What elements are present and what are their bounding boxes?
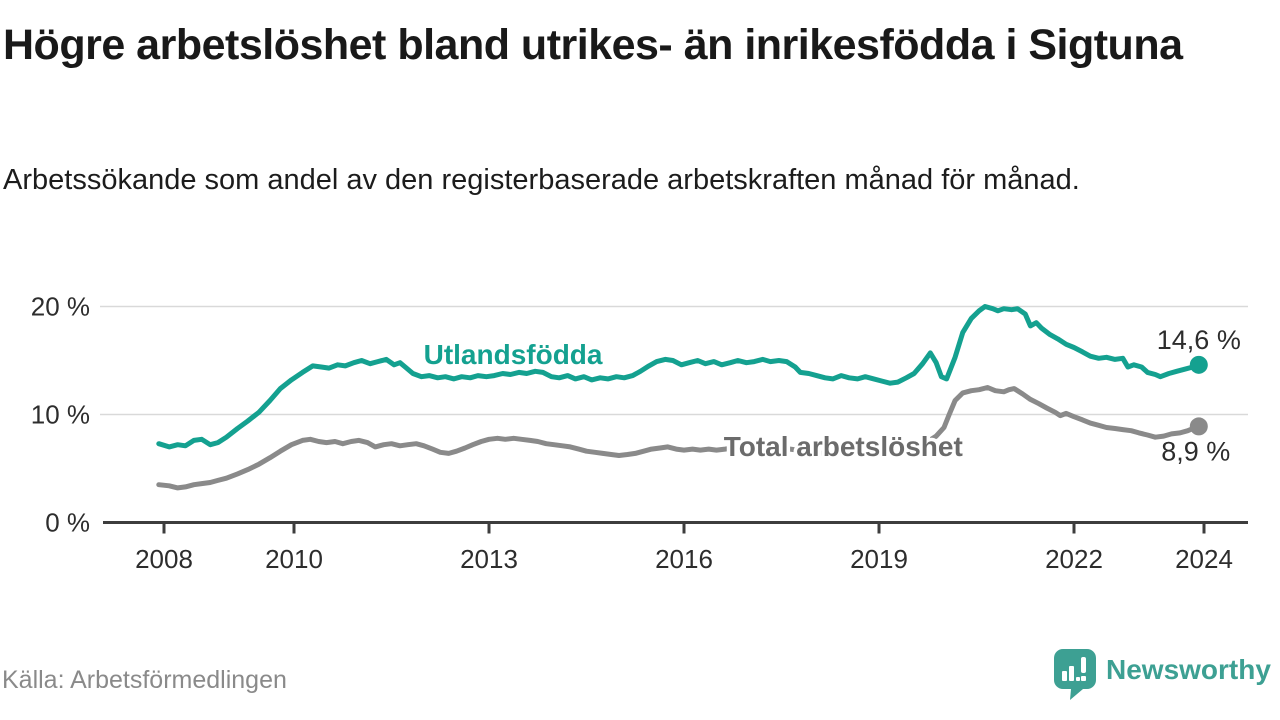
newsworthy-logo-text: Newsworthy: [1106, 654, 1271, 685]
line-chart-canvas: 2008 2010 2013 2016 2019 2022 2024 0 % 10 % 20 % 1…: [31, 292, 1248, 574]
page-subtitle: Arbetssökande som andel av den registerb…: [3, 164, 1080, 196]
x-tick-label-2008: 2008: [135, 544, 193, 574]
series-line-utlandsf-dda: [156, 304, 1202, 450]
end-dot-utlandsf-dda: [1189, 355, 1208, 374]
y-tick-label-20: 20 %: [31, 292, 90, 322]
page-title: Högre arbetslöshet bland utrikes- än inr…: [3, 21, 1183, 69]
y-tick-label-10: 10 %: [31, 400, 90, 430]
series-label-utlandsf-dda: Utlandsfödda: [424, 339, 603, 370]
line-chart: 2008 2010 2013 2016 2019 2022 2024 0 % 10 % 20 % 1…: [31, 292, 1248, 574]
x-tick-label-2010: 2010: [265, 544, 323, 574]
newsworthy-logo: Newsworthy: [1053, 648, 1271, 700]
x-tick-label-2016: 2016: [655, 544, 713, 574]
end-label-total-arbetsl-shet: 8,9 %: [1161, 436, 1230, 466]
source-note: Källa: Arbetsförmedlingen: [2, 666, 287, 694]
x-tick-label-2022: 2022: [1045, 544, 1103, 574]
y-tick-label-0: 0 %: [45, 508, 90, 538]
end-label-utlandsf-dda: 14,6 %: [1157, 325, 1241, 355]
x-tick-label-2024: 2024: [1175, 544, 1233, 574]
newsworthy-logo-icon: [1054, 649, 1096, 700]
x-tick-label-2013: 2013: [460, 544, 518, 574]
series-label-total-arbetsl-shet: Total arbetslöshet: [724, 431, 963, 462]
x-tick-label-2019: 2019: [850, 544, 908, 574]
series-line-total-arbetsl-shet: [156, 385, 1202, 491]
end-dot-total-arbetsl-shet: [1189, 417, 1208, 436]
